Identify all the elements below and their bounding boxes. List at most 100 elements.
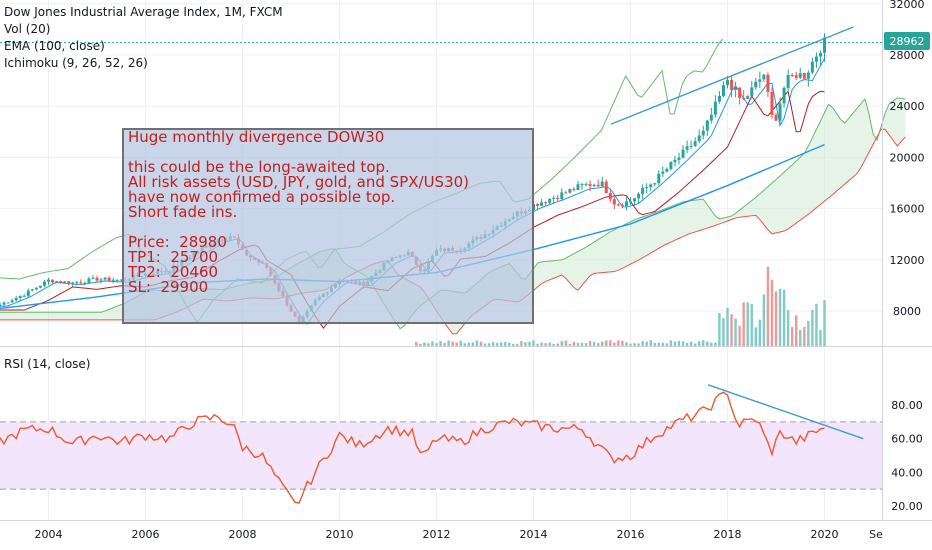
candle-body bbox=[705, 120, 709, 131]
rsi-legend[interactable]: RSI (14, close) bbox=[4, 357, 91, 371]
candle-body bbox=[823, 37, 826, 53]
volume-bar bbox=[738, 325, 741, 346]
volume-bar bbox=[803, 327, 806, 346]
volume-bar bbox=[746, 302, 749, 346]
volume-bar bbox=[726, 307, 729, 346]
candle-body bbox=[596, 184, 600, 187]
candle-body bbox=[802, 73, 806, 79]
time-tick-label: 2010 bbox=[326, 528, 354, 541]
volume-bar bbox=[778, 288, 782, 346]
annotation-box[interactable]: Huge monthly divergence DOW30 this could… bbox=[122, 128, 534, 324]
candle-body bbox=[540, 202, 544, 206]
candle-body bbox=[612, 199, 616, 205]
candle-body bbox=[67, 281, 71, 284]
volume-bar bbox=[653, 342, 656, 346]
volume-bar bbox=[536, 343, 539, 346]
volume-bar bbox=[601, 341, 604, 346]
volume-bar bbox=[455, 342, 458, 346]
candle-body bbox=[544, 202, 548, 204]
candle-body bbox=[798, 73, 802, 78]
annotation-line: this could be the long-awaited top. bbox=[128, 158, 390, 176]
volume-bar bbox=[443, 342, 446, 346]
volume-bar bbox=[815, 303, 818, 346]
price-axis[interactable]: 32000 28000 24000 20000 16000 12000 8000 bbox=[890, 0, 925, 318]
legend-volume[interactable]: Vol (20) bbox=[4, 22, 51, 36]
chart-title[interactable]: Dow Jones Industrial Average Index, 1M, … bbox=[4, 5, 283, 19]
volume-bar bbox=[629, 343, 632, 346]
candle-body bbox=[730, 79, 734, 90]
volume-bar bbox=[520, 341, 523, 346]
price-tick-label: 28000 bbox=[890, 49, 925, 62]
volume-bar bbox=[483, 343, 487, 346]
time-tick-label: 2004 bbox=[35, 528, 63, 541]
candle-body bbox=[649, 184, 653, 188]
volume-bar bbox=[807, 320, 810, 346]
volume-bar bbox=[730, 314, 733, 346]
volume-bar bbox=[423, 342, 426, 346]
volume-bar bbox=[641, 341, 644, 346]
candle-body bbox=[55, 281, 59, 283]
candle-body bbox=[560, 192, 564, 200]
candle-body bbox=[592, 184, 596, 187]
candle-body bbox=[42, 281, 46, 286]
candle-body bbox=[83, 282, 87, 284]
volume-bar bbox=[508, 342, 511, 346]
price-tick-label: 16000 bbox=[890, 203, 925, 216]
legend-ichimoku[interactable]: Ichimoku (9, 26, 52, 26) bbox=[4, 56, 148, 70]
volume-bar bbox=[786, 310, 790, 346]
candle-body bbox=[681, 149, 685, 158]
annotation-line: Huge monthly divergence DOW30 bbox=[128, 128, 385, 146]
volume-bar bbox=[580, 342, 584, 346]
volume-bars bbox=[415, 266, 826, 346]
annotation-line: TP1: 25700 bbox=[128, 248, 219, 266]
volume-bar bbox=[609, 340, 612, 346]
candle-body bbox=[75, 282, 79, 284]
candle-body bbox=[721, 85, 725, 96]
rsi-tick-label: 40.00 bbox=[891, 466, 923, 479]
candle-body bbox=[673, 159, 677, 163]
volume-bar bbox=[621, 340, 624, 346]
rsi-line bbox=[0, 391, 825, 504]
candle-body bbox=[629, 201, 632, 203]
volume-bar bbox=[459, 340, 462, 346]
candle-body bbox=[790, 75, 794, 77]
candle-body bbox=[661, 171, 665, 174]
time-tick-label: 2012 bbox=[423, 528, 451, 541]
volume-bar bbox=[415, 341, 418, 346]
candle-body bbox=[810, 61, 814, 73]
candle-body bbox=[71, 282, 75, 284]
time-axis[interactable]: 2004 2006 2008 2010 2012 2014 2016 2018 2020 Se bbox=[35, 528, 884, 541]
price-tick-label: 24000 bbox=[890, 100, 925, 113]
candle-body bbox=[669, 162, 673, 169]
volume-bar bbox=[718, 312, 721, 346]
candle-body bbox=[624, 201, 628, 207]
volume-bar bbox=[560, 341, 563, 346]
candle-body bbox=[63, 281, 67, 283]
volume-bar bbox=[819, 329, 822, 346]
candle-body bbox=[119, 279, 123, 281]
volume-bar bbox=[548, 342, 551, 346]
volume-bar bbox=[617, 340, 620, 346]
candle-body bbox=[536, 203, 540, 206]
rsi-trendline[interactable] bbox=[707, 384, 864, 440]
candle-body bbox=[713, 101, 717, 115]
volume-bar bbox=[782, 289, 786, 346]
volume-bar bbox=[637, 343, 640, 346]
candle-body bbox=[91, 277, 95, 279]
candle-body bbox=[10, 300, 14, 303]
candle-body bbox=[818, 52, 822, 57]
candle-body bbox=[750, 87, 754, 97]
time-tick-label: Se bbox=[869, 528, 883, 541]
volume-bar bbox=[605, 340, 608, 346]
volume-bar bbox=[572, 341, 576, 346]
volume-bar bbox=[665, 343, 669, 346]
candle-body bbox=[572, 189, 576, 191]
candle-body bbox=[677, 157, 681, 160]
time-tick-label: 2008 bbox=[229, 528, 257, 541]
rsi-axis[interactable]: 80.00 60.00 40.00 20.00 bbox=[891, 399, 923, 513]
candle-body bbox=[103, 277, 107, 280]
candle-body bbox=[608, 193, 612, 200]
legend-ema[interactable]: EMA (100, close) bbox=[4, 39, 105, 53]
volume-bar bbox=[766, 266, 770, 346]
candle-body bbox=[766, 74, 770, 92]
